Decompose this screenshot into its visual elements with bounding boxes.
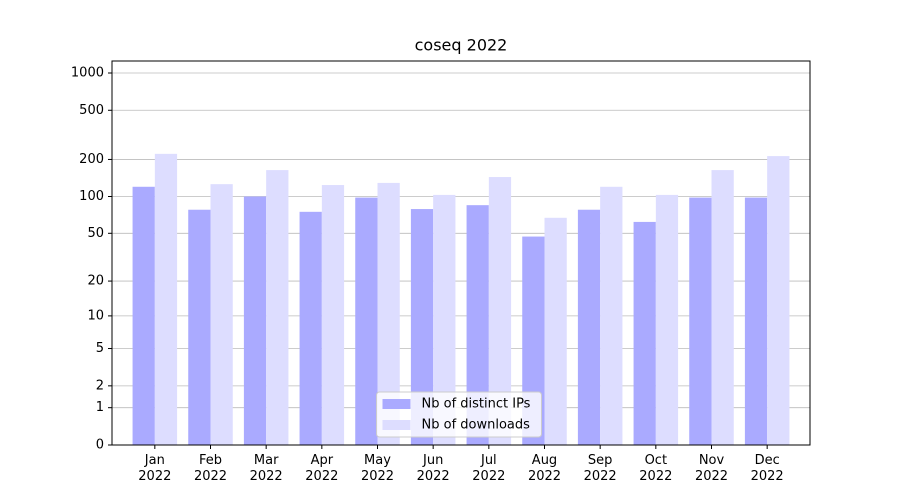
bar bbox=[577, 209, 601, 445]
bar bbox=[711, 170, 734, 445]
y-tick-label: 500 bbox=[79, 103, 104, 118]
bar bbox=[132, 186, 155, 445]
bar bbox=[466, 205, 489, 445]
legend-label: Nb of distinct IPs bbox=[422, 397, 531, 412]
y-tick-label: 1 bbox=[96, 400, 104, 415]
bar bbox=[744, 197, 768, 445]
y-tick-label: 2 bbox=[96, 378, 104, 393]
y-tick-label: 200 bbox=[79, 152, 104, 167]
x-tick-label: Feb 2022 bbox=[193, 453, 228, 484]
x-tick-label: Jul 2022 bbox=[472, 453, 506, 484]
y-tick-label: 20 bbox=[87, 274, 104, 289]
bar bbox=[655, 194, 679, 445]
y-tick-label: 50 bbox=[87, 226, 104, 241]
bar bbox=[600, 186, 623, 445]
chart-title: coseq 2022 bbox=[415, 36, 508, 55]
bar bbox=[433, 194, 456, 445]
plot-frame bbox=[111, 60, 811, 446]
bar bbox=[188, 209, 211, 445]
bar bbox=[633, 221, 656, 445]
bar bbox=[321, 185, 345, 445]
bar bbox=[377, 182, 400, 445]
x-tick-label: May 2022 bbox=[360, 453, 395, 484]
legend-box bbox=[376, 391, 542, 438]
bar bbox=[210, 184, 233, 445]
y-tick-label: 10 bbox=[87, 308, 104, 323]
legend-swatch bbox=[382, 420, 411, 430]
bar bbox=[243, 196, 267, 445]
x-tick-label: Jun 2022 bbox=[416, 453, 450, 484]
bar bbox=[355, 197, 378, 445]
x-tick-label: Sep 2022 bbox=[583, 453, 617, 484]
bar bbox=[488, 177, 512, 445]
legend-label: Nb of downloads bbox=[422, 418, 531, 433]
y-tick-label: 100 bbox=[79, 189, 104, 204]
x-tick-label: Aug 2022 bbox=[527, 453, 562, 484]
bar bbox=[410, 209, 434, 445]
bar bbox=[689, 197, 712, 445]
y-tick-label: 0 bbox=[96, 438, 104, 453]
x-tick-label: Mar 2022 bbox=[249, 453, 283, 484]
bar bbox=[266, 170, 289, 445]
legend-swatch bbox=[382, 399, 411, 409]
bar bbox=[767, 156, 790, 445]
x-tick-label: Oct 2022 bbox=[639, 453, 673, 484]
x-tick-label: Dec 2022 bbox=[750, 453, 784, 484]
bar bbox=[154, 153, 178, 445]
bar bbox=[544, 217, 567, 445]
y-tick-label: 5 bbox=[96, 341, 104, 356]
y-tick-label: 1000 bbox=[71, 66, 104, 81]
x-tick-label: Jan 2022 bbox=[138, 453, 172, 484]
x-tick-label: Nov 2022 bbox=[694, 453, 729, 484]
x-tick-label: Apr 2022 bbox=[305, 453, 339, 484]
bar bbox=[299, 211, 322, 445]
